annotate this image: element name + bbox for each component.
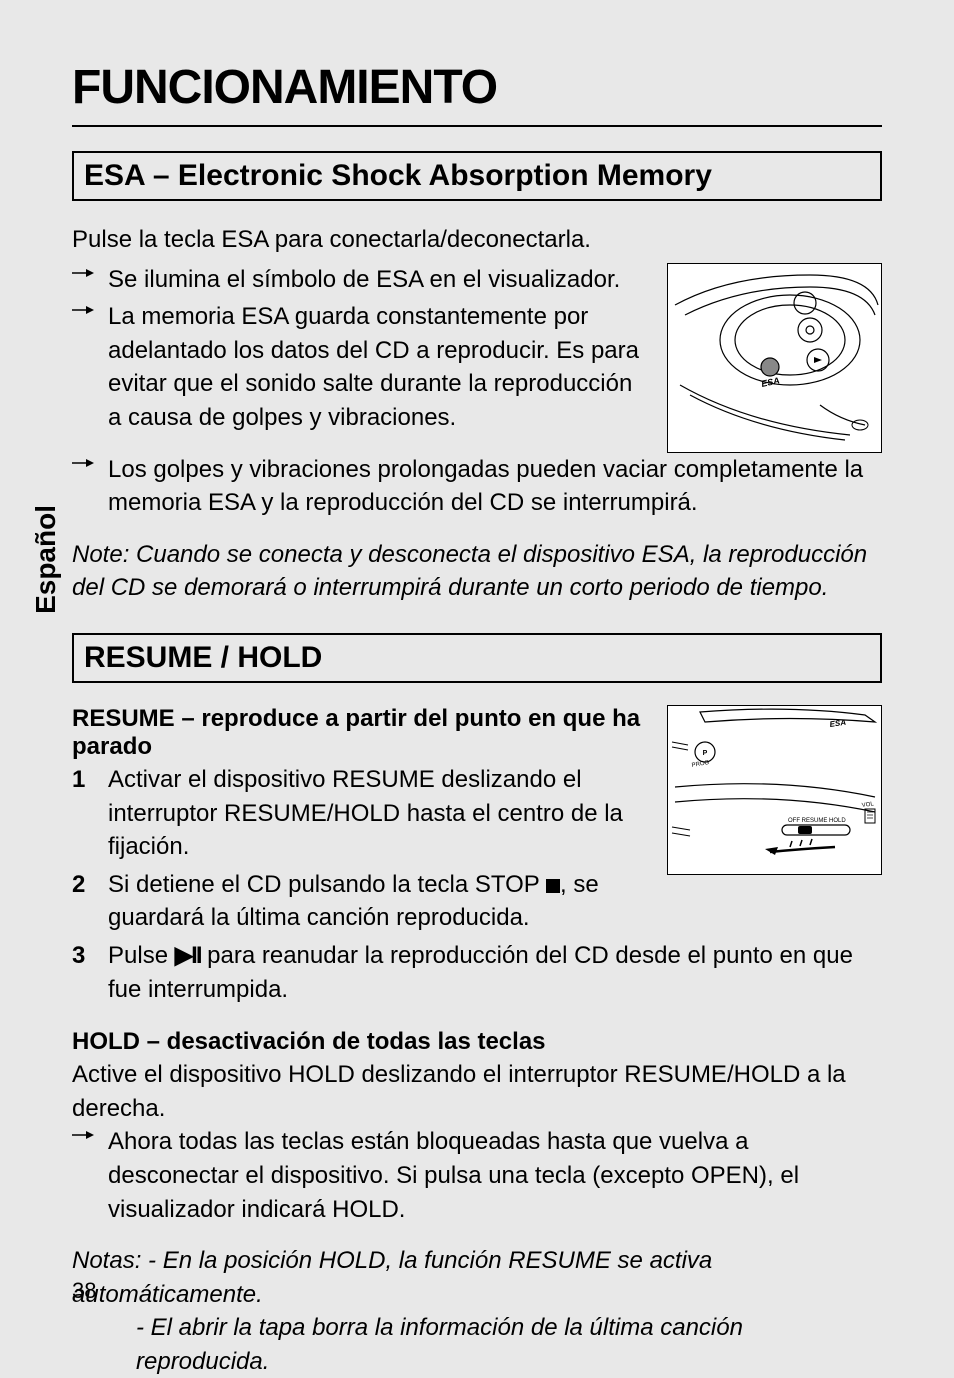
hold-note-1: - En la posición HOLD, la función RESUME… [72, 1247, 712, 1308]
svg-text:OFF RESUME HOLD: OFF RESUME HOLD [788, 818, 846, 824]
resume-step-3: 3 Pulse ▶II para reanudar la reproducció… [72, 939, 882, 1006]
play-pause-icon: ▶II [175, 942, 201, 969]
language-side-label: Español [30, 505, 62, 614]
esa-note: Note: Cuando se conecta y desconecta el … [72, 538, 882, 605]
resume-step-3-text: Pulse ▶II para reanudar la reproducción … [108, 939, 882, 1006]
page-number: 38 [72, 1278, 96, 1304]
hold-bullet-1-text: Ahora todas las teclas están bloqueadas … [108, 1125, 882, 1226]
esa-bullet-1-text: Se ilumina el símbolo de ESA en el visua… [108, 263, 620, 297]
esa-bullet-3-text: Los golpes y vibraciones prolongadas pue… [108, 453, 882, 520]
esa-bullet-list: Se ilumina el símbolo de ESA en el visua… [72, 263, 651, 435]
section-heading-resume: RESUME / HOLD [72, 633, 882, 683]
esa-bullet-1: Se ilumina el símbolo de ESA en el visua… [72, 263, 651, 297]
resume-step-1: 1 Activar el dispositivo RESUME deslizan… [72, 763, 651, 864]
resume-step-1-text: Activar el dispositivo RESUME deslizando… [108, 763, 651, 864]
svg-text:VOL: VOL [861, 802, 874, 810]
arrow-icon [72, 263, 108, 279]
resume-figure: ESA PROG P VOL OFF RESUME HOLD [667, 705, 882, 875]
svg-text:ESA: ESA [829, 718, 847, 729]
esa-figure: ESA [667, 263, 882, 453]
svg-text:ESA: ESA [760, 375, 780, 389]
hold-notes: Notas: - En la posición HOLD, la función… [72, 1244, 882, 1378]
hold-notes-prefix: Notas: [72, 1247, 148, 1274]
step-number-2: 2 [72, 868, 108, 902]
esa-bullet-2-text: La memoria ESA guarda constantemente por… [108, 300, 651, 434]
resume-steps: 1 Activar el dispositivo RESUME deslizan… [72, 763, 651, 935]
esa-bullet-2: La memoria ESA guarda constantemente por… [72, 300, 651, 434]
hold-intro: Active el dispositivo HOLD deslizando el… [72, 1058, 882, 1125]
arrow-icon [72, 1125, 108, 1141]
resume-device-illustration: ESA PROG P VOL OFF RESUME HOLD [670, 707, 880, 872]
arrow-icon [72, 453, 108, 469]
esa-note-prefix: Note: [72, 541, 136, 568]
section-heading-esa: ESA – Electronic Shock Absorption Memory [72, 151, 882, 201]
esa-bullet-3: Los golpes y vibraciones prolongadas pue… [72, 453, 882, 520]
page-title: FUNCIONAMIENTO [72, 60, 882, 115]
title-divider [72, 125, 882, 127]
esa-bullet-list-continued: Los golpes y vibraciones prolongadas pue… [72, 453, 882, 520]
resume-step-2-text: Si detiene el CD pulsando la tecla STOP … [108, 868, 651, 935]
arrow-icon [72, 300, 108, 316]
resume-step-2: 2 Si detiene el CD pulsando la tecla STO… [72, 868, 651, 935]
hold-bullet-1: Ahora todas las teclas están bloqueadas … [72, 1125, 882, 1226]
esa-note-body: Cuando se conecta y desconecta el dispos… [72, 541, 867, 602]
svg-text:P: P [702, 750, 707, 757]
stop-icon [546, 879, 560, 893]
step-number-1: 1 [72, 763, 108, 797]
resume-steps-continued: 3 Pulse ▶II para reanudar la reproducció… [72, 939, 882, 1006]
step-number-3: 3 [72, 939, 108, 973]
svg-text:PROG: PROG [691, 760, 710, 769]
esa-intro: Pulse la tecla ESA para conectarla/decon… [72, 223, 882, 257]
hold-bullet-list: Ahora todas las teclas están bloqueadas … [72, 1125, 882, 1226]
resume-subheading: RESUME – reproduce a partir del punto en… [72, 705, 651, 761]
esa-device-illustration: ESA [670, 265, 880, 450]
hold-note-2: - El abrir la tapa borra la información … [72, 1311, 882, 1378]
hold-subheading: HOLD – desactivación de todas las teclas [72, 1028, 882, 1056]
